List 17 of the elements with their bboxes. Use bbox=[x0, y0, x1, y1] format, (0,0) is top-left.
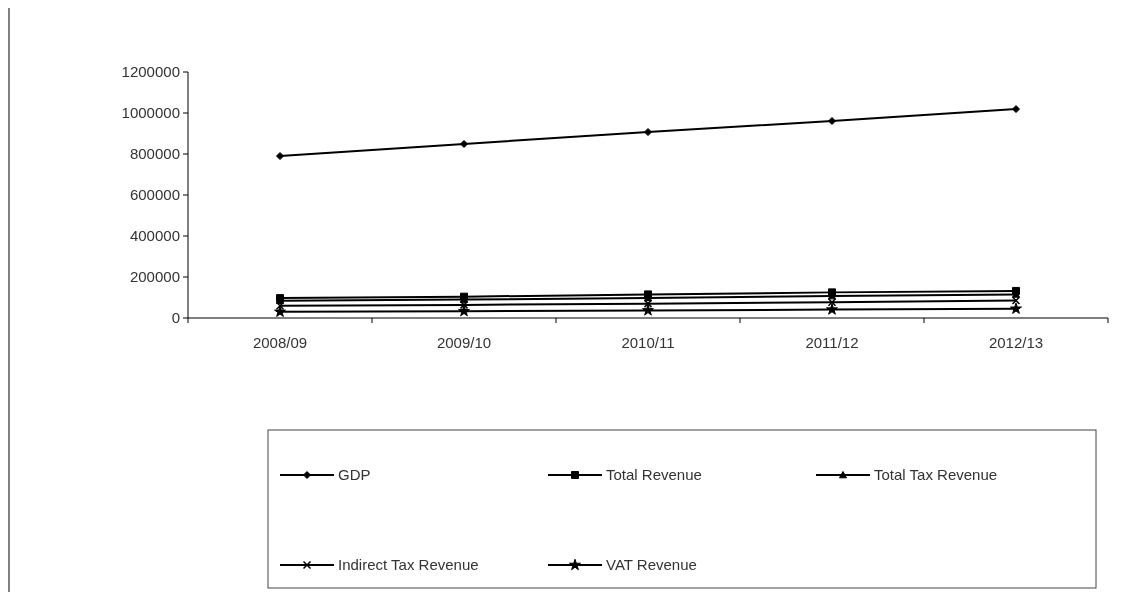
y-tick-label: 0 bbox=[171, 309, 180, 327]
x-tick-label: 2010/11 bbox=[621, 334, 675, 351]
legend-label: GDP bbox=[338, 466, 371, 484]
x-tick-label: 2008/09 bbox=[252, 334, 308, 351]
y-tick-label: 400000 bbox=[129, 227, 180, 245]
x-tick-label: 2011/12 bbox=[805, 334, 859, 351]
x-tick-label: 2012/13 bbox=[988, 334, 1044, 351]
x-tick-label: 2009/10 bbox=[436, 334, 492, 351]
legend-label: Total Revenue bbox=[606, 466, 702, 484]
y-tick-label: 1200000 bbox=[121, 63, 180, 81]
y-tick-label: 800000 bbox=[129, 145, 180, 163]
y-tick-label: 200000 bbox=[129, 268, 180, 286]
y-tick-label: 1000000 bbox=[121, 104, 180, 122]
legend-label: Indirect Tax Revenue bbox=[338, 556, 479, 574]
legend-label: Total Tax Revenue bbox=[874, 466, 998, 484]
legend-label: VAT Revenue bbox=[606, 556, 697, 574]
y-tick-label: 600000 bbox=[129, 186, 180, 204]
